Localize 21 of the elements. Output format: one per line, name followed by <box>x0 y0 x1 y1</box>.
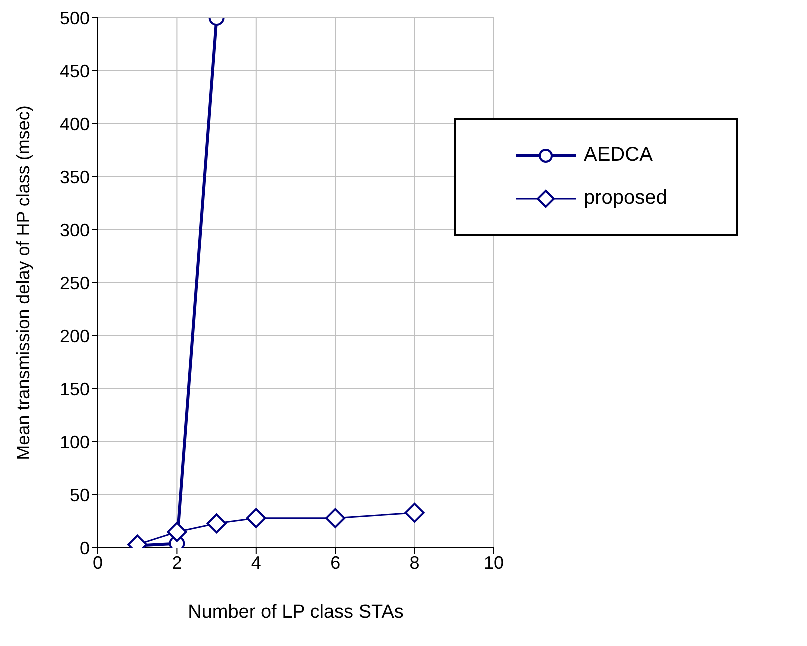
y-tick-label: 150 <box>60 379 90 400</box>
x-tick-label: 4 <box>251 552 262 573</box>
x-tick-label: 8 <box>410 552 420 573</box>
x-axis-title: Number of LP class STAs <box>188 602 404 623</box>
y-tick-label: 450 <box>60 61 90 82</box>
legend-label: AEDCA <box>584 144 653 167</box>
y-tick-label: 350 <box>60 167 90 188</box>
y-tick-label: 200 <box>60 326 90 346</box>
y-tick-label: 50 <box>70 485 90 506</box>
x-tick-label: 6 <box>330 552 341 573</box>
x-tick-label: 2 <box>172 552 182 573</box>
y-tick-label: 500 <box>60 8 90 28</box>
x-tick-label: 10 <box>484 552 504 573</box>
legend-label: proposed <box>584 187 668 210</box>
y-tick-label: 250 <box>60 273 90 294</box>
y-axis-title: Mean transmission delay of HP class (msec) <box>13 106 34 460</box>
y-tick-label: 0 <box>80 538 90 558</box>
y-tick-label: 300 <box>60 220 90 240</box>
x-tick-label: 0 <box>92 552 104 573</box>
y-tick-label: 100 <box>60 432 90 452</box>
y-tick-label: 400 <box>60 114 90 134</box>
